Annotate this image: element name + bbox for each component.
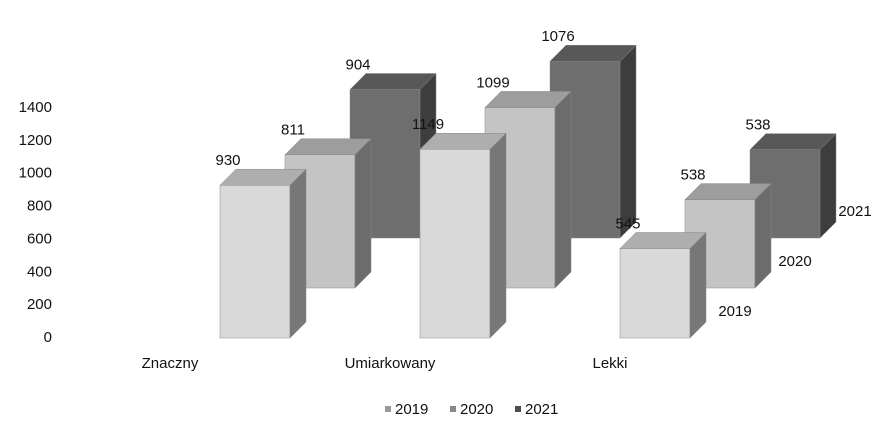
bar-face [619, 44, 637, 239]
bar [419, 132, 507, 339]
depth-label: 2021 [838, 203, 871, 220]
value-label: 811 [281, 122, 305, 139]
bar [619, 231, 707, 339]
bar-face [284, 138, 372, 156]
bar [219, 168, 307, 339]
bar-face [349, 73, 437, 90]
y-tick-label: 400 [27, 263, 52, 280]
value-label: 930 [215, 152, 240, 169]
x-tick-label: Umiarkowany [345, 355, 436, 372]
value-label: 538 [680, 167, 705, 184]
bar-face [419, 132, 507, 150]
depth-label: 2020 [778, 253, 811, 270]
legend-swatch [450, 406, 456, 412]
value-label: 538 [745, 117, 770, 134]
bar-face [219, 168, 307, 186]
legend-label: 2020 [460, 401, 493, 418]
bar-face [619, 232, 707, 249]
value-label: 1099 [476, 74, 509, 91]
bar-face [419, 148, 491, 339]
bar-face [754, 183, 772, 289]
legend-label: 2019 [395, 401, 428, 418]
value-label: 1149 [412, 116, 444, 133]
y-tick-label: 0 [44, 329, 52, 346]
bar-face [489, 132, 507, 339]
y-tick-label: 600 [27, 230, 52, 247]
y-tick-label: 800 [27, 198, 52, 215]
y-tick-label: 1200 [19, 132, 52, 149]
bar-face [819, 133, 837, 239]
depth-label: 2019 [718, 303, 751, 320]
y-tick-label: 1000 [19, 165, 52, 182]
legend-label: 2021 [525, 401, 558, 418]
bar-face [554, 90, 572, 289]
bar-face [619, 248, 691, 339]
bar-face [684, 183, 772, 200]
y-tick-label: 1400 [19, 99, 52, 116]
x-tick-label: Znaczny [142, 355, 199, 372]
legend-swatch [515, 406, 521, 412]
x-tick-label: Lekki [592, 355, 627, 372]
y-tick-label: 200 [27, 296, 52, 313]
bar-face [549, 44, 637, 62]
value-label: 904 [345, 56, 370, 73]
bar-face [484, 91, 572, 108]
bar-face [689, 231, 707, 339]
bar-face [354, 138, 372, 289]
bar-face [219, 184, 291, 339]
value-label: 545 [615, 215, 640, 232]
value-label: 1076 [541, 28, 574, 45]
bar-face [289, 168, 307, 339]
bar-face [749, 133, 837, 150]
legend-swatch [385, 406, 391, 412]
